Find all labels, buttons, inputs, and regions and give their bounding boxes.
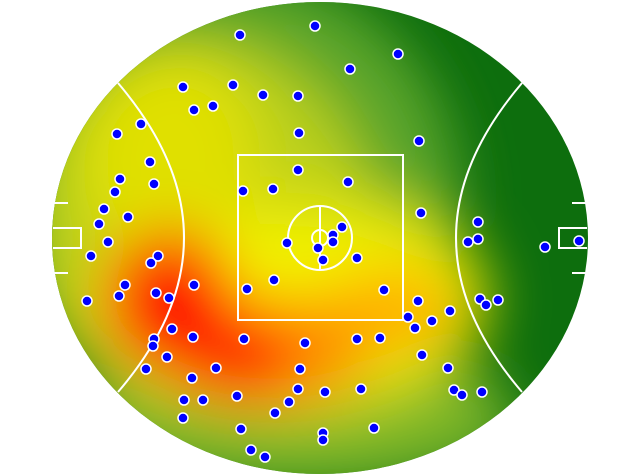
point xyxy=(409,322,421,334)
point xyxy=(122,211,134,223)
point xyxy=(237,185,249,197)
point xyxy=(161,351,173,363)
point xyxy=(402,311,414,323)
point xyxy=(392,48,404,60)
point xyxy=(210,362,222,374)
point xyxy=(413,135,425,147)
point xyxy=(292,90,304,102)
point xyxy=(539,241,551,253)
point xyxy=(355,383,367,395)
point xyxy=(109,186,121,198)
point xyxy=(187,331,199,343)
point xyxy=(476,386,488,398)
point xyxy=(148,178,160,190)
point xyxy=(81,295,93,307)
point xyxy=(166,323,178,335)
point xyxy=(207,100,219,112)
point xyxy=(448,384,460,396)
point xyxy=(472,216,484,228)
point xyxy=(150,287,162,299)
point xyxy=(268,274,280,286)
point xyxy=(292,164,304,176)
point xyxy=(442,362,454,374)
point xyxy=(111,128,123,140)
point xyxy=(234,29,246,41)
point xyxy=(374,332,386,344)
point xyxy=(269,407,281,419)
point xyxy=(342,176,354,188)
point xyxy=(456,389,468,401)
point xyxy=(241,283,253,295)
point xyxy=(344,63,356,75)
point xyxy=(292,383,304,395)
point xyxy=(114,173,126,185)
point xyxy=(188,279,200,291)
point xyxy=(227,79,239,91)
point xyxy=(163,292,175,304)
point xyxy=(140,363,152,375)
point xyxy=(351,252,363,264)
point xyxy=(177,412,189,424)
point xyxy=(135,118,147,130)
point xyxy=(293,127,305,139)
point xyxy=(188,104,200,116)
point xyxy=(336,221,348,233)
point xyxy=(378,284,390,296)
point xyxy=(472,233,484,245)
point xyxy=(299,337,311,349)
point xyxy=(416,349,428,361)
point xyxy=(235,423,247,435)
point xyxy=(178,394,190,406)
point xyxy=(259,451,271,463)
point xyxy=(283,396,295,408)
point xyxy=(317,434,329,446)
point xyxy=(186,372,198,384)
point xyxy=(319,386,331,398)
point xyxy=(145,257,157,269)
point xyxy=(152,250,164,262)
point xyxy=(309,20,321,32)
point xyxy=(257,89,269,101)
point xyxy=(312,242,324,254)
point xyxy=(462,236,474,248)
point xyxy=(573,235,585,247)
point xyxy=(231,390,243,402)
point xyxy=(415,207,427,219)
point xyxy=(368,422,380,434)
point xyxy=(144,156,156,168)
point xyxy=(412,295,424,307)
point xyxy=(177,81,189,93)
point xyxy=(245,444,257,456)
point xyxy=(238,333,250,345)
point xyxy=(85,250,97,262)
point xyxy=(426,315,438,327)
point xyxy=(480,299,492,311)
point xyxy=(294,363,306,375)
point xyxy=(444,305,456,317)
point xyxy=(98,203,110,215)
point xyxy=(113,290,125,302)
point xyxy=(281,237,293,249)
point xyxy=(351,333,363,345)
point xyxy=(147,340,159,352)
point xyxy=(327,236,339,248)
point xyxy=(267,183,279,195)
point xyxy=(317,254,329,266)
point xyxy=(492,294,504,306)
point xyxy=(197,394,209,406)
point xyxy=(102,236,114,248)
point xyxy=(119,279,131,291)
point xyxy=(93,218,105,230)
